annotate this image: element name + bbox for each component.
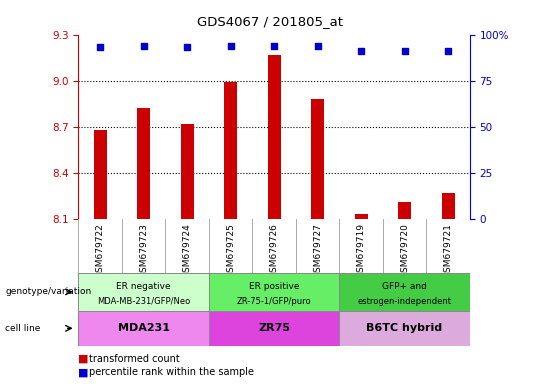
Text: transformed count: transformed count [89, 354, 180, 364]
Bar [339, 273, 470, 311]
Bar [180, 124, 193, 219]
Bar [224, 82, 237, 219]
Text: GSM679727: GSM679727 [313, 223, 322, 278]
Text: GSM679720: GSM679720 [400, 223, 409, 278]
Point [270, 43, 279, 49]
Text: ■: ■ [78, 367, 89, 377]
Text: GSM679724: GSM679724 [183, 223, 192, 278]
Point [400, 48, 409, 54]
Text: GDS4067 / 201805_at: GDS4067 / 201805_at [197, 15, 343, 28]
Point [226, 43, 235, 49]
Text: GSM679725: GSM679725 [226, 223, 235, 278]
Text: ER positive: ER positive [249, 281, 299, 291]
Point [183, 45, 191, 51]
Bar [78, 311, 209, 346]
Bar [339, 311, 470, 346]
Text: GSM679723: GSM679723 [139, 223, 148, 278]
Bar [93, 130, 106, 219]
Text: GSM679722: GSM679722 [96, 223, 105, 278]
Bar [137, 108, 150, 219]
Bar [398, 202, 411, 219]
Bar [209, 311, 339, 346]
Text: percentile rank within the sample: percentile rank within the sample [89, 367, 254, 377]
Bar [78, 273, 209, 311]
Text: genotype/variation: genotype/variation [5, 287, 92, 296]
Text: B6TC hybrid: B6TC hybrid [367, 323, 443, 333]
Text: GFP+ and: GFP+ and [382, 281, 427, 291]
Text: MDA231: MDA231 [118, 323, 170, 333]
Bar [355, 214, 368, 219]
Text: ZR75: ZR75 [258, 323, 290, 333]
Point [357, 48, 366, 54]
Bar [442, 193, 455, 219]
Text: ZR-75-1/GFP/puro: ZR-75-1/GFP/puro [237, 297, 312, 306]
Text: MDA-MB-231/GFP/Neo: MDA-MB-231/GFP/Neo [97, 297, 190, 306]
Text: ■: ■ [78, 354, 89, 364]
Text: cell line: cell line [5, 324, 41, 333]
Text: GSM679719: GSM679719 [356, 223, 366, 278]
Point [444, 48, 453, 54]
Text: ER negative: ER negative [116, 281, 171, 291]
Text: GSM679726: GSM679726 [269, 223, 279, 278]
Point [96, 45, 104, 51]
Text: GSM679721: GSM679721 [443, 223, 453, 278]
Bar [311, 99, 324, 219]
Bar [209, 273, 339, 311]
Point [139, 43, 148, 49]
Point [313, 43, 322, 49]
Text: estrogen-independent: estrogen-independent [357, 297, 451, 306]
Bar [267, 55, 281, 219]
